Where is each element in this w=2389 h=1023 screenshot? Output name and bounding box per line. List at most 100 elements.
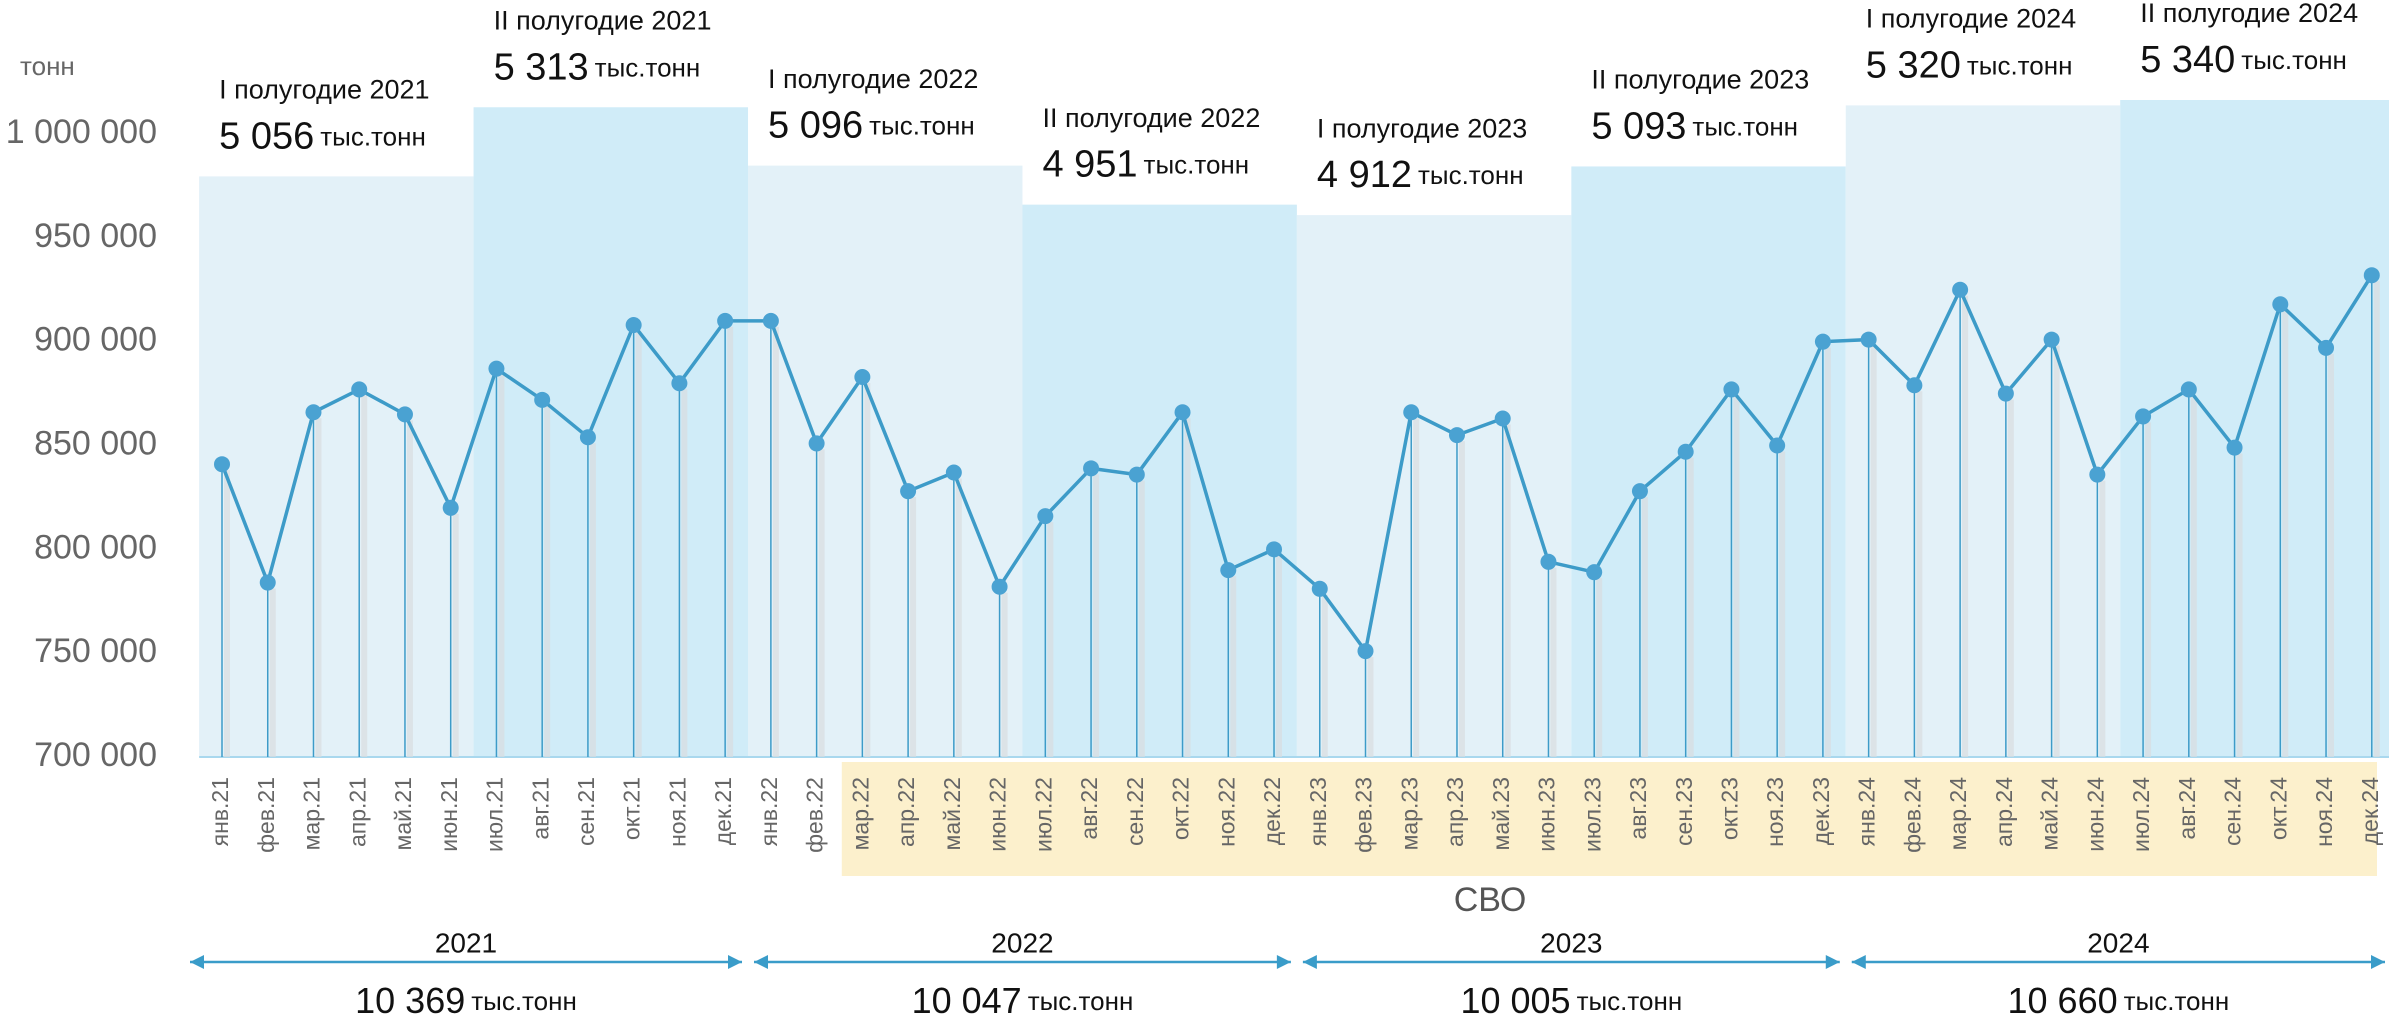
x-tick-label: ноя.23 (1762, 777, 1788, 847)
half-year-total: 5 056 тыс.тонн (219, 115, 426, 157)
arrow-head (2371, 955, 2385, 969)
point (1403, 404, 1420, 421)
year-total: 10 047 тыс.тонн (912, 980, 1134, 1021)
x-tick-label: фев.21 (253, 777, 279, 853)
year-total-unit: тыс.тонн (2124, 986, 2230, 1016)
half-year-total-unit: тыс.тонн (1144, 150, 1250, 180)
point (1540, 553, 1557, 570)
half-year-total-unit: тыс.тонн (869, 111, 975, 141)
point (1769, 437, 1786, 454)
point (717, 312, 734, 329)
point (2180, 381, 2197, 398)
half-year-total: 5 096 тыс.тонн (768, 105, 975, 147)
point (1860, 331, 1877, 348)
half-year-label: I полугодие 2024 (1866, 4, 2076, 34)
year-total-unit: тыс.тонн (471, 986, 577, 1016)
half-year-total-unit: тыс.тонн (320, 121, 426, 151)
point (1448, 427, 1465, 444)
annotation-band (841, 762, 2377, 876)
point (442, 499, 459, 516)
half-year-total-value: 5 093 (1591, 105, 1686, 147)
half-year-label: I полугодие 2023 (1317, 113, 1527, 143)
year-label: 2024 (2087, 927, 2149, 958)
year-label: 2021 (435, 927, 497, 958)
half-year-total-unit: тыс.тонн (1967, 50, 2073, 80)
point (1083, 460, 1100, 477)
half-year-total-value: 4 951 (1042, 144, 1137, 186)
y-axis-label: тонн (20, 51, 75, 81)
year-total-unit: тыс.тонн (1577, 986, 1683, 1016)
x-tick-label: авг.23 (1625, 777, 1651, 840)
x-tick-label: янв.22 (756, 777, 782, 846)
point (1357, 643, 1374, 660)
half-year-label: II полугодие 2023 (1591, 65, 1809, 95)
x-tick-label: окт.23 (1716, 777, 1742, 840)
half-year-total-value: 5 056 (219, 115, 314, 157)
half-year-box (1845, 105, 2121, 757)
half-year-total-unit: тыс.тонн (595, 52, 701, 82)
half-year-total-unit: тыс.тонн (1692, 111, 1798, 141)
x-tick-label: июн.21 (436, 777, 462, 852)
line (220, 274, 2374, 656)
year-total-value: 10 660 (2008, 980, 2118, 1021)
point (214, 456, 230, 473)
x-tick-label: сен.21 (573, 777, 599, 846)
x-tick-label: янв.24 (1854, 777, 1880, 847)
x-tick-label: окт.21 (619, 777, 645, 840)
half-year-total-value: 5 320 (1866, 44, 1961, 86)
x-tick-label: июл.22 (1030, 777, 1056, 852)
half-year-box (473, 107, 749, 757)
half-year-total-value: 5 313 (494, 46, 589, 88)
point (1814, 333, 1831, 350)
y-tick-label: 800 000 (34, 528, 157, 566)
point (1997, 385, 2014, 402)
x-tick-label: май.24 (2037, 777, 2063, 851)
half-year-total: 5 340 тыс.тонн (2140, 39, 2347, 81)
x-tick-label: мар.21 (299, 777, 325, 850)
half-year-box (1571, 166, 1846, 757)
half-year-box (2120, 100, 2389, 757)
x-tick-label: мар.22 (847, 777, 873, 850)
year-total-value: 10 369 (355, 980, 465, 1021)
half-year-box (1022, 204, 1297, 758)
point (1677, 443, 1694, 460)
point (1494, 410, 1511, 427)
x-tick-label: июн.22 (985, 777, 1011, 852)
point (900, 483, 917, 500)
point (1174, 404, 1191, 421)
point (945, 464, 962, 481)
x-tick-label: апр.21 (344, 777, 370, 847)
x-tick-label: сен.24 (2220, 777, 2246, 846)
x-tick-label: фев.24 (1899, 777, 1925, 853)
point (1220, 562, 1237, 579)
x-tick-label: дек.21 (710, 777, 736, 845)
point (2043, 331, 2060, 348)
arrow-head (1276, 955, 1291, 969)
point (351, 381, 368, 398)
half-year-total: 5 093 тыс.тонн (1591, 105, 1798, 147)
x-tick-label: июн.24 (2082, 777, 2108, 852)
point (762, 312, 779, 329)
y-tick-label: 700 000 (34, 736, 157, 774)
point (2089, 466, 2106, 483)
x-tick-label: июл.24 (2128, 777, 2154, 852)
point (2363, 267, 2380, 284)
half-year-label: II полугодие 2022 (1042, 103, 1260, 133)
x-tick-label: апр.24 (1991, 777, 2017, 847)
point (991, 578, 1008, 595)
arrow-head (1302, 955, 1317, 969)
arrow-head (1851, 955, 1866, 969)
arrow-head (190, 955, 204, 969)
x-tick-label: мар.24 (1945, 777, 1971, 851)
point (808, 435, 825, 452)
x-tick-label: май.23 (1488, 777, 1514, 850)
point (2272, 296, 2289, 313)
half-year-total-value: 4 912 (1317, 154, 1412, 196)
x-tick-label: ноя.22 (1213, 777, 1239, 847)
half-year-box (748, 165, 1023, 758)
point (625, 317, 642, 334)
x-tick-label: дек.23 (1808, 777, 1834, 845)
year-total: 10 660 тыс.тонн (2008, 980, 2230, 1021)
x-tick-label: ноя.24 (2311, 777, 2337, 847)
